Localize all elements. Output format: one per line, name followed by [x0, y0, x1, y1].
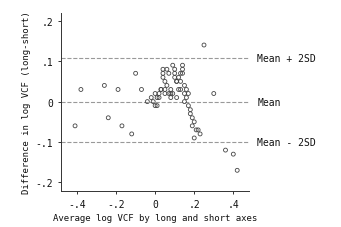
Text: Mean: Mean [257, 97, 281, 107]
Point [164, 84, 169, 88]
Text: Mean + 2SD: Mean + 2SD [257, 54, 316, 64]
Point [178, 88, 183, 92]
Point [162, 92, 168, 96]
Point [176, 88, 181, 92]
Point [105, 116, 111, 120]
Point [180, 72, 185, 76]
Point [188, 108, 193, 112]
Point [192, 137, 197, 140]
Point [156, 92, 162, 96]
Point [72, 124, 78, 128]
Point [160, 68, 166, 72]
Point [172, 68, 177, 72]
Point [78, 88, 84, 92]
Point [190, 124, 195, 128]
Point [102, 84, 107, 88]
Point [115, 88, 121, 92]
Point [172, 76, 177, 80]
Point [133, 72, 138, 76]
Point [195, 128, 201, 132]
Point [156, 96, 162, 100]
Point [168, 92, 174, 96]
Point [180, 64, 185, 68]
Point [186, 92, 191, 96]
Point [162, 88, 168, 92]
Point [170, 64, 176, 68]
Point [152, 104, 158, 108]
Point [129, 133, 134, 136]
Point [152, 92, 158, 96]
Point [158, 88, 164, 92]
Point [174, 80, 179, 84]
Point [231, 153, 236, 156]
Point [184, 96, 189, 100]
Point [139, 88, 144, 92]
Point [166, 92, 172, 96]
Point [178, 72, 183, 76]
Point [145, 100, 150, 104]
Text: Mean - 2SD: Mean - 2SD [257, 137, 316, 147]
Point [174, 96, 179, 100]
Point [184, 88, 189, 92]
Point [180, 68, 185, 72]
Point [158, 88, 164, 92]
Point [188, 112, 193, 116]
Point [149, 96, 154, 100]
Point [170, 92, 176, 96]
Point [174, 80, 179, 84]
Point [197, 133, 203, 136]
Point [162, 80, 168, 84]
Point [164, 68, 169, 72]
Point [176, 76, 181, 80]
X-axis label: Average log VCF by long and short axes: Average log VCF by long and short axes [53, 213, 257, 222]
Y-axis label: Difference in log VCF (long-short): Difference in log VCF (long-short) [22, 11, 31, 193]
Point [119, 124, 125, 128]
Point [154, 96, 160, 100]
Point [168, 88, 174, 92]
Point [182, 84, 187, 88]
Point [235, 169, 240, 172]
Point [201, 44, 207, 48]
Point [150, 100, 156, 104]
Point [186, 104, 191, 108]
Point [193, 128, 199, 132]
Point [178, 80, 183, 84]
Point [192, 121, 197, 124]
Point [168, 96, 174, 100]
Point [223, 149, 228, 152]
Point [211, 92, 217, 96]
Point [190, 116, 195, 120]
Point [172, 72, 177, 76]
Point [160, 72, 166, 76]
Point [166, 72, 172, 76]
Point [182, 92, 187, 96]
Point [182, 100, 187, 104]
Point [154, 104, 160, 108]
Point [160, 76, 166, 80]
